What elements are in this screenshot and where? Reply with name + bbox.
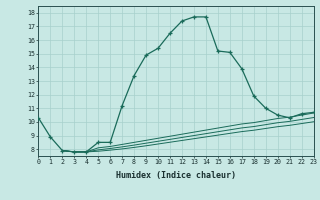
X-axis label: Humidex (Indice chaleur): Humidex (Indice chaleur) — [116, 171, 236, 180]
